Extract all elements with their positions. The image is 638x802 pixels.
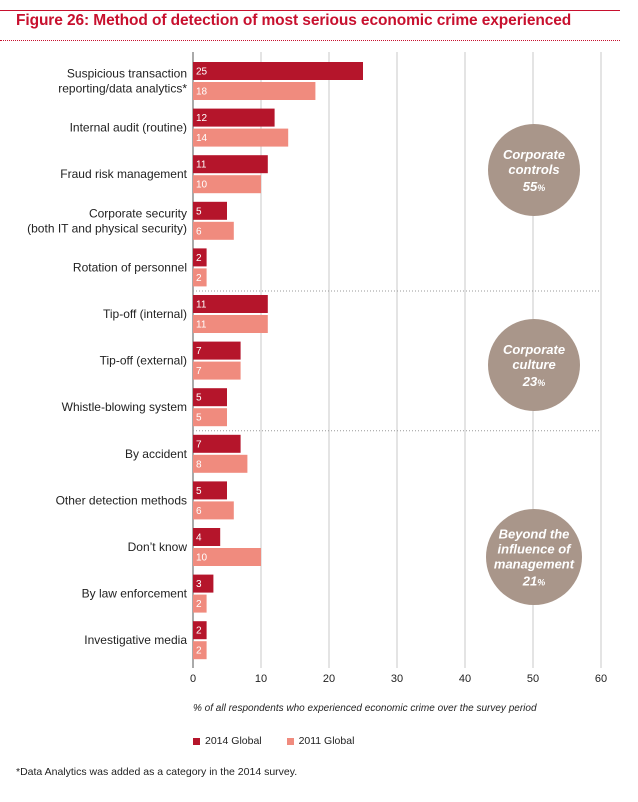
bar-2011-2: [193, 175, 261, 194]
bar-2014-9: [193, 481, 227, 500]
legend-label-2011: 2011 Global: [298, 735, 355, 747]
group-label-1: Corporate culture 23%: [503, 342, 565, 389]
bar-2014-7: [193, 388, 227, 407]
x-tick-label-0: 0: [190, 673, 196, 685]
bar-value-2011-5: 11: [196, 320, 207, 331]
bar-value-2014-8: 7: [196, 439, 202, 450]
bar-value-2014-7: 5: [196, 393, 202, 404]
legend-swatch-2011: [286, 737, 294, 745]
bar-value-2011-0: 18: [196, 87, 208, 98]
bar-2014-1: [193, 108, 275, 127]
bar-2014-3: [193, 201, 227, 220]
x-tick-label-40: 40: [459, 673, 471, 685]
bar-2014-2: [193, 155, 268, 174]
bar-value-2014-10: 4: [196, 533, 202, 544]
legend-label-2014: 2014 Global: [205, 735, 262, 747]
bar-2011-9: [193, 501, 234, 520]
bar-2011-6: [193, 361, 241, 380]
category-label-1: Internal audit (routine): [70, 121, 187, 135]
bar-2011-5: [193, 315, 268, 333]
x-tick-label-20: 20: [323, 673, 335, 685]
bar-2011-11: [193, 594, 207, 613]
group-label-0: Corporate controls 55%: [503, 147, 565, 194]
category-label-3: Corporate security (both IT and physical …: [27, 206, 187, 235]
category-label-6: Tip-off (external): [100, 354, 187, 368]
bar-2011-7: [193, 408, 227, 427]
bar-2014-5: [193, 295, 268, 313]
bar-2014-11: [193, 574, 214, 593]
bar-2011-4: [193, 268, 207, 287]
title-top-rule: [0, 10, 620, 11]
legend: 2014 Global 2011 Global: [193, 735, 376, 748]
x-tick-label-50: 50: [527, 673, 539, 685]
bar-value-2011-3: 6: [196, 226, 202, 237]
x-axis-label: % of all respondents who experienced eco…: [193, 703, 537, 714]
footnote: *Data Analytics was added as a category …: [16, 766, 298, 778]
bar-2011-3: [193, 221, 234, 240]
legend-item-2014: 2014 Global: [193, 735, 262, 747]
category-label-8: By accident: [125, 447, 188, 461]
bar-2014-4: [193, 248, 207, 267]
title-rule: [0, 40, 620, 41]
x-tick-label-60: 60: [595, 673, 607, 685]
bar-value-2014-1: 12: [196, 113, 208, 124]
bar-value-2014-11: 3: [196, 579, 202, 590]
bar-value-2011-1: 14: [196, 133, 208, 144]
bar-value-2011-7: 5: [196, 413, 202, 424]
bar-value-2014-4: 2: [196, 253, 202, 264]
bar-value-2014-6: 7: [196, 346, 202, 357]
bar-value-2014-3: 5: [196, 206, 202, 217]
category-label-0: Suspicious transaction reporting/data ana…: [58, 67, 187, 96]
bar-2011-10: [193, 548, 261, 566]
bar-value-2014-2: 11: [196, 160, 207, 171]
bar-value-2014-12: 2: [196, 626, 202, 637]
bar-value-2011-10: 10: [196, 553, 208, 564]
category-label-11: By law enforcement: [82, 587, 188, 601]
bar-value-2011-4: 2: [196, 273, 202, 284]
bar-2014-12: [193, 621, 207, 640]
category-label-7: Whistle-blowing system: [62, 400, 187, 414]
category-label-9: Other detection methods: [56, 493, 187, 507]
group-circle-0: [488, 124, 580, 216]
figure-title: Figure 26: Method of detection of most s…: [16, 12, 572, 29]
group-label-2: Beyond the influence of management 21%: [494, 527, 575, 589]
x-tick-label-10: 10: [255, 673, 267, 685]
bar-value-2011-6: 7: [196, 366, 202, 377]
group-circle-1: [488, 319, 580, 411]
bar-2011-0: [193, 82, 316, 100]
legend-swatch-2014: [193, 737, 200, 745]
bar-value-2014-9: 5: [196, 486, 202, 497]
category-label-4: Rotation of personnel: [73, 260, 187, 274]
bar-value-2011-12: 2: [196, 646, 202, 657]
group-circle-2: [486, 509, 582, 605]
bar-2014-0: [193, 62, 363, 80]
bar-value-2014-0: 25: [196, 67, 208, 78]
category-label-12: Investigative media: [84, 633, 187, 647]
bar-value-2011-2: 10: [196, 180, 208, 191]
bar-2011-1: [193, 128, 289, 147]
bar-value-2011-11: 2: [196, 599, 202, 610]
bar-2014-10: [193, 528, 221, 546]
bar-2011-8: [193, 454, 248, 473]
legend-item-2011: 2011 Global: [286, 735, 355, 747]
category-label-5: Tip-off (internal): [103, 307, 187, 321]
x-tick-label-30: 30: [391, 673, 403, 685]
bar-2011-12: [193, 641, 207, 660]
bar-2014-6: [193, 341, 241, 360]
bar-value-2011-9: 6: [196, 506, 202, 517]
bar-value-2014-5: 11: [196, 300, 207, 311]
bar-value-2011-8: 8: [196, 459, 202, 470]
category-label-10: Don’t know: [128, 540, 188, 554]
category-label-2: Fraud risk management: [60, 167, 187, 181]
bar-2014-8: [193, 434, 241, 453]
